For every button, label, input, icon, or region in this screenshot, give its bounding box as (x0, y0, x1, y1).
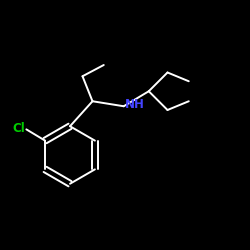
Text: NH: NH (125, 98, 145, 112)
Text: Cl: Cl (12, 122, 25, 135)
